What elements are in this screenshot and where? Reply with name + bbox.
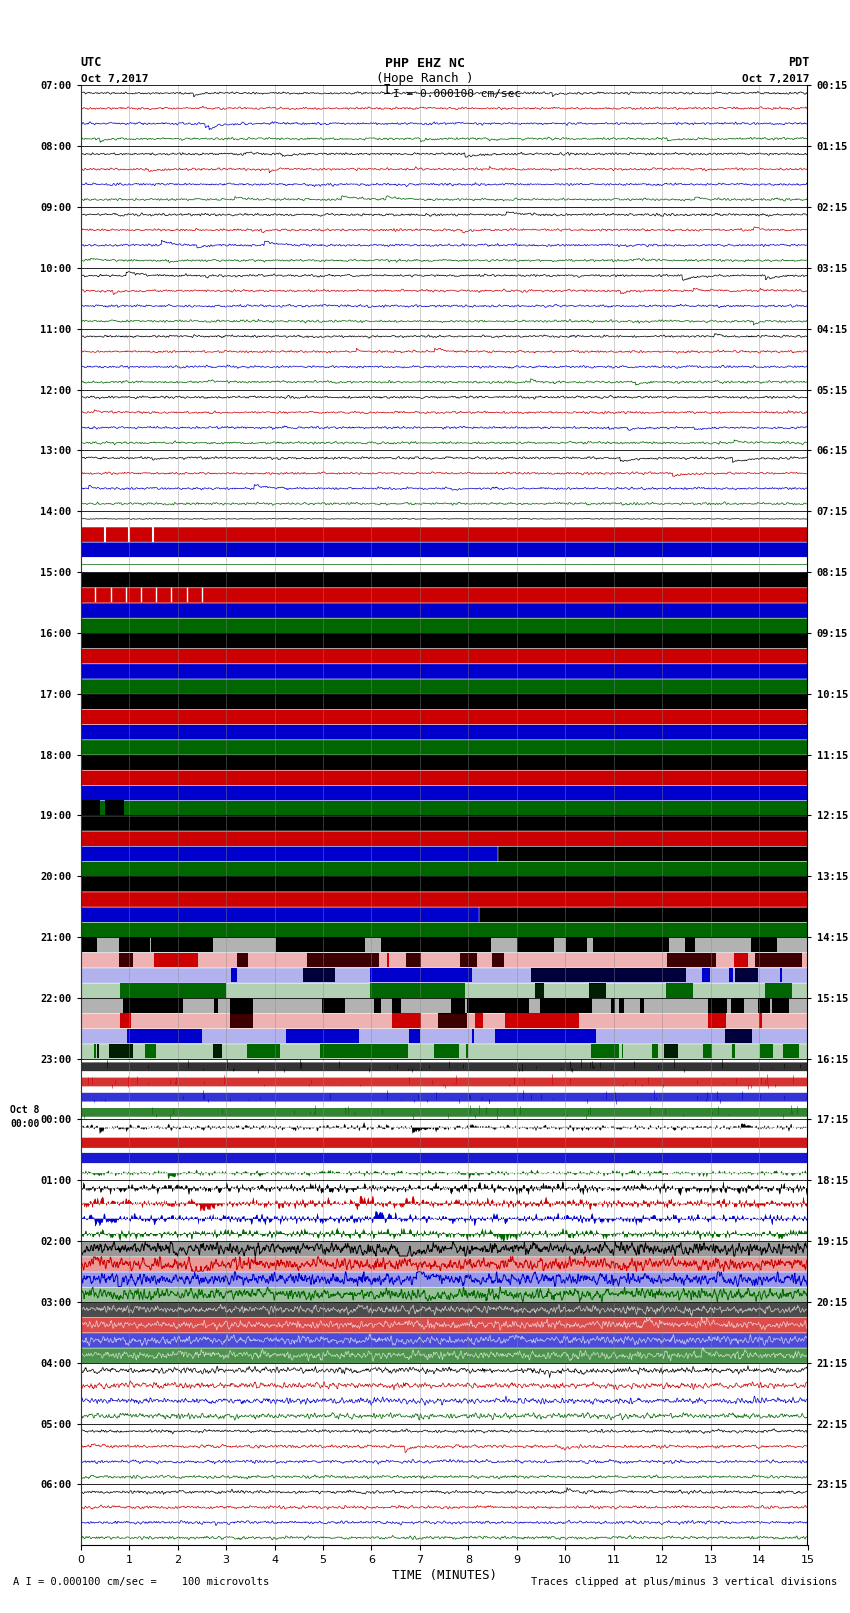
Text: I = 0.000100 cm/sec: I = 0.000100 cm/sec <box>393 89 521 100</box>
Text: PDT: PDT <box>788 55 809 69</box>
Text: I: I <box>382 82 391 97</box>
Text: A I = 0.000100 cm/sec =    100 microvolts: A I = 0.000100 cm/sec = 100 microvolts <box>13 1578 269 1587</box>
Text: Oct 7,2017: Oct 7,2017 <box>742 74 809 84</box>
Text: 00:00: 00:00 <box>10 1119 40 1129</box>
Text: Oct 7,2017: Oct 7,2017 <box>81 74 148 84</box>
Text: PHP EHZ NC: PHP EHZ NC <box>385 56 465 71</box>
X-axis label: TIME (MINUTES): TIME (MINUTES) <box>392 1569 496 1582</box>
Text: (Hope Ranch ): (Hope Ranch ) <box>377 71 473 84</box>
Text: UTC: UTC <box>81 55 102 69</box>
Text: Traces clipped at plus/minus 3 vertical divisions: Traces clipped at plus/minus 3 vertical … <box>531 1578 837 1587</box>
Text: Oct 8: Oct 8 <box>10 1105 40 1115</box>
